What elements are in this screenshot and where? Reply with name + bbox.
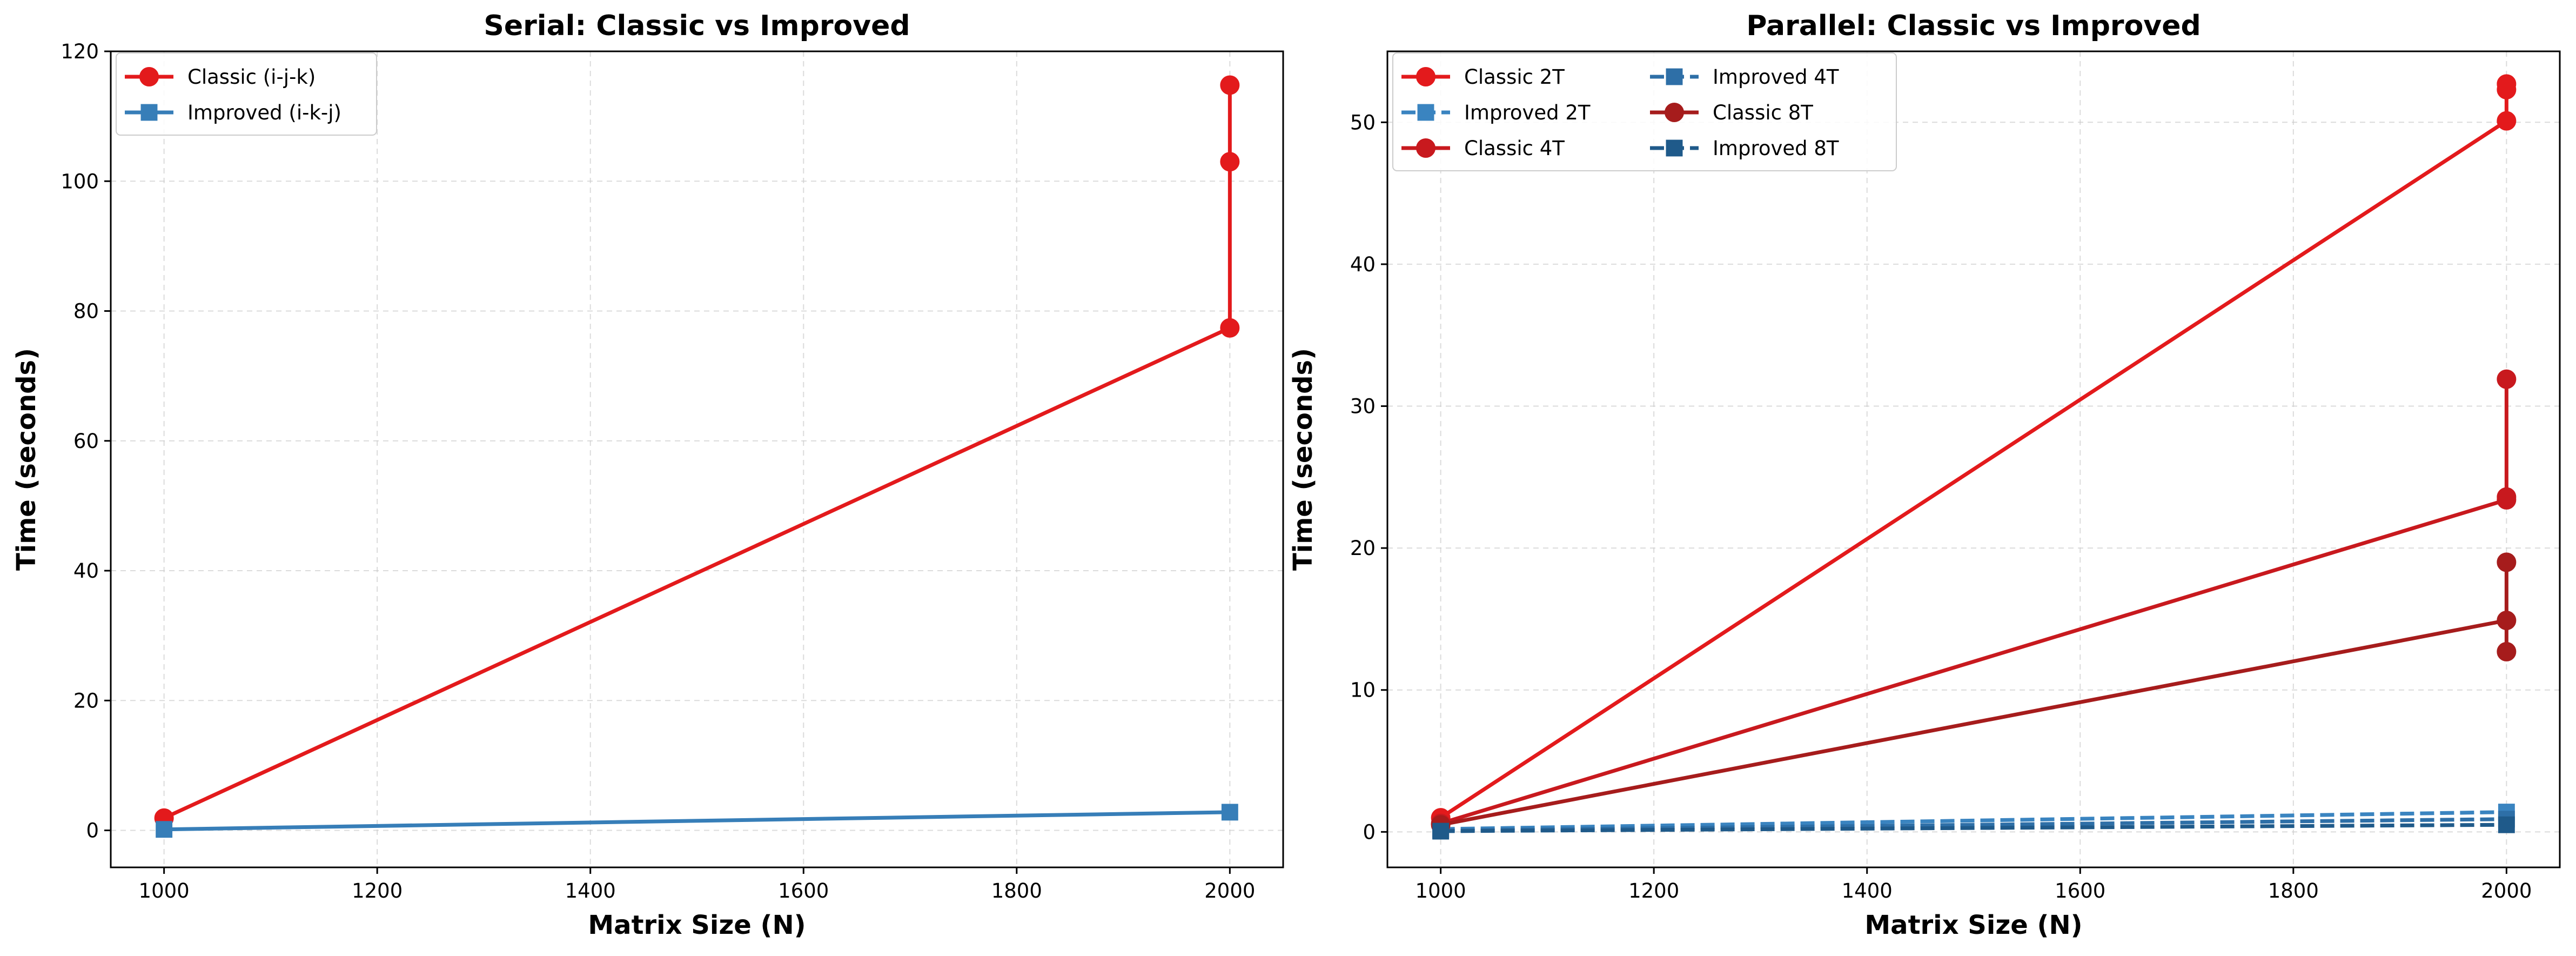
data-point bbox=[156, 821, 173, 838]
legend-item: Improved 8T bbox=[1650, 137, 1839, 160]
legend-swatch-marker bbox=[1666, 68, 1683, 85]
legend-box bbox=[1392, 52, 1897, 171]
series-improved-8t bbox=[1432, 816, 2515, 840]
x-tick-label: 1000 bbox=[1416, 879, 1466, 902]
y-axis-label: Time (seconds) bbox=[11, 348, 42, 571]
series-line bbox=[1440, 817, 2507, 833]
data-point bbox=[2497, 111, 2517, 131]
y-tick-label: 60 bbox=[73, 430, 99, 453]
legend-swatch-marker bbox=[1666, 139, 1683, 157]
x-tick-label: 2000 bbox=[1204, 879, 1255, 902]
x-tick-label: 1600 bbox=[778, 879, 829, 902]
legend-swatch-marker bbox=[1416, 138, 1435, 158]
y-tick-label: 30 bbox=[1350, 395, 1376, 418]
data-point bbox=[2497, 487, 2517, 507]
legend-item: Classic 2T bbox=[1401, 65, 1565, 89]
legend-item: Classic (i-j-k) bbox=[125, 65, 316, 89]
legend-label: Classic 2T bbox=[1464, 65, 1565, 89]
x-tick-label: 1000 bbox=[139, 879, 190, 902]
legend-item: Classic 4T bbox=[1401, 137, 1565, 160]
y-tick-label: 40 bbox=[1350, 253, 1376, 276]
chart-panel-1: 1000 1200 1400 1600 1800 2000 0 20 40 60 80 100 120 S… bbox=[11, 10, 1284, 940]
series-line bbox=[1439, 84, 2508, 820]
chart-title: Parallel: Classic vs Improved bbox=[1746, 10, 2201, 42]
x-axis-label: Matrix Size (N) bbox=[1864, 910, 2082, 940]
legend-label: Classic 4T bbox=[1464, 137, 1565, 160]
legend-label: Improved (i-k-j) bbox=[187, 101, 341, 124]
data-point bbox=[2497, 552, 2517, 572]
x-axis-label: Matrix Size (N) bbox=[588, 910, 806, 940]
data-point bbox=[2497, 611, 2517, 631]
plot-frame bbox=[110, 50, 1284, 868]
x-tick-label: 1200 bbox=[1628, 879, 1679, 902]
y-tick-label: 50 bbox=[1350, 111, 1376, 134]
legend-label: Improved 8T bbox=[1713, 137, 1839, 160]
legend-item: Improved (i-k-j) bbox=[125, 101, 341, 124]
legend-swatch-marker bbox=[1416, 67, 1435, 86]
x-tick-label: 1400 bbox=[1842, 879, 1893, 902]
series-classic-4t bbox=[1431, 369, 2517, 833]
y-tick-label: 120 bbox=[61, 40, 99, 63]
legend-label: Classic 8T bbox=[1713, 101, 1813, 124]
legend-item: Improved 4T bbox=[1650, 65, 1839, 89]
y-tick-label: 100 bbox=[61, 170, 99, 193]
x-tick-label: 1600 bbox=[2055, 879, 2105, 902]
series-classic-8t bbox=[1431, 552, 2517, 835]
y-tick-label: 10 bbox=[1350, 679, 1376, 702]
plot-frame bbox=[1386, 50, 2561, 868]
chart-title: Serial: Classic vs Improved bbox=[484, 10, 910, 42]
legend-swatch-marker bbox=[1665, 103, 1684, 122]
legend-swatch-marker bbox=[1417, 104, 1434, 121]
series-line bbox=[164, 810, 1230, 832]
data-point bbox=[2498, 816, 2515, 833]
y-tick-label: 20 bbox=[73, 689, 99, 712]
series-improved-i-k-j bbox=[156, 804, 1238, 838]
chart-panel-2: 1000 1200 1400 1600 1800 2000 0 10 20 30 40 50 Paral… bbox=[1288, 10, 2561, 940]
legend-item: Classic 8T bbox=[1650, 101, 1813, 124]
data-point bbox=[2497, 641, 2517, 661]
data-point bbox=[2497, 369, 2517, 389]
x-tick-label: 1400 bbox=[565, 879, 616, 902]
data-point bbox=[2497, 74, 2517, 94]
x-tick-label: 1200 bbox=[352, 879, 403, 902]
y-tick-label: 80 bbox=[73, 300, 99, 323]
y-tick-label: 0 bbox=[86, 819, 99, 843]
legend-swatch-marker bbox=[140, 104, 158, 121]
series-line bbox=[1440, 562, 2508, 827]
y-axis-label: Time (seconds) bbox=[1288, 348, 1318, 571]
series-line bbox=[1440, 379, 2508, 825]
legend-label: Classic (i-j-k) bbox=[187, 65, 316, 89]
legend-label: Improved 4T bbox=[1713, 65, 1839, 89]
data-point bbox=[1220, 75, 1240, 95]
data-point bbox=[1220, 152, 1240, 172]
series-line bbox=[1440, 810, 2507, 831]
x-tick-label: 2000 bbox=[2481, 879, 2532, 902]
series-line bbox=[1440, 823, 2507, 833]
data-point bbox=[1220, 318, 1240, 338]
legend: Classic (i-j-k) Improved (i-k-j) bbox=[116, 52, 377, 136]
y-tick-label: 20 bbox=[1350, 537, 1376, 560]
y-tick-label: 40 bbox=[73, 559, 99, 583]
data-point bbox=[1221, 804, 1238, 821]
data-point bbox=[1432, 823, 1450, 840]
legend-swatch-marker bbox=[139, 67, 159, 86]
legend-label: Improved 2T bbox=[1464, 101, 1591, 124]
y-tick-label: 0 bbox=[1363, 820, 1376, 844]
legend: Classic 2T Improved 2T Classic 4T Improved … bbox=[1392, 52, 1897, 171]
legend-box bbox=[116, 52, 377, 136]
x-tick-label: 1800 bbox=[991, 879, 1042, 902]
series-classic-i-j-k bbox=[154, 75, 1240, 828]
series-classic-2t bbox=[1431, 74, 2517, 828]
x-tick-label: 1800 bbox=[2268, 879, 2319, 902]
series-line bbox=[163, 85, 1232, 820]
legend-item: Improved 2T bbox=[1401, 101, 1591, 124]
